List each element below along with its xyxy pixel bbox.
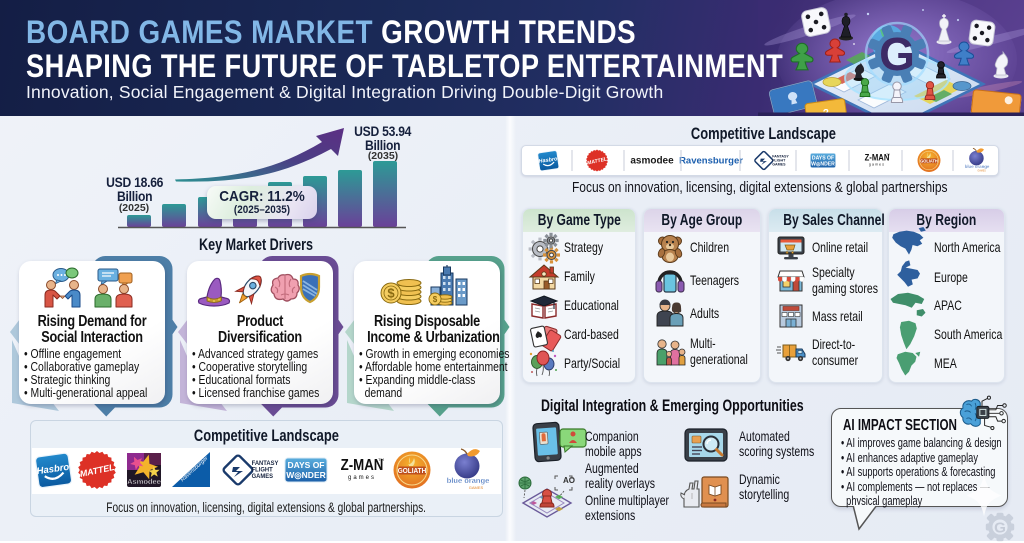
svg-text:Z-MAN: Z-MAN	[865, 152, 890, 163]
svg-text:GAMES: GAMES	[469, 485, 484, 490]
svg-text:TM: TM	[378, 457, 384, 462]
svg-text:Hasbro: Hasbro	[538, 156, 558, 165]
svg-text:TM: TM	[886, 154, 889, 156]
svg-text:blue orange: blue orange	[965, 164, 990, 169]
svg-text:Z-MAN: Z-MAN	[341, 457, 384, 474]
svg-text:GAMES: GAMES	[252, 473, 273, 480]
svg-text:$: $	[433, 295, 438, 304]
svg-text:games: games	[348, 475, 376, 481]
svg-text:W◎NDER: W◎NDER	[811, 161, 835, 167]
svg-text:Asmodee: Asmodee	[127, 477, 161, 486]
svg-text:W◎NDER: W◎NDER	[286, 470, 326, 480]
svg-text:G: G	[879, 28, 915, 80]
svg-text:games: games	[869, 163, 885, 167]
svg-text:GOLIATH: GOLIATH	[398, 468, 427, 475]
svg-text:FANTASY: FANTASY	[772, 154, 789, 158]
svg-text:G: G	[994, 519, 1006, 536]
svg-text:Ravensburger: Ravensburger	[679, 156, 743, 167]
svg-text:GAMES: GAMES	[772, 162, 786, 166]
svg-text:MATTEL: MATTEL	[587, 156, 608, 166]
svg-text:blue orange: blue orange	[447, 476, 490, 485]
svg-text:$: $	[387, 286, 395, 301]
svg-text:?: ?	[822, 108, 830, 116]
svg-text:GOLIATH: GOLIATH	[920, 158, 938, 163]
svg-text:DAYS OF: DAYS OF	[287, 460, 324, 470]
svg-text:FLIGHT: FLIGHT	[772, 158, 786, 162]
svg-text:DAYS OF: DAYS OF	[812, 155, 834, 161]
svg-text:FANTASY: FANTASY	[252, 460, 280, 467]
svg-text:AO: AO	[563, 476, 575, 485]
svg-text:GAMES: GAMES	[977, 170, 986, 173]
svg-text:FLIGHT: FLIGHT	[252, 466, 273, 473]
svg-text:asmodee: asmodee	[630, 156, 674, 167]
